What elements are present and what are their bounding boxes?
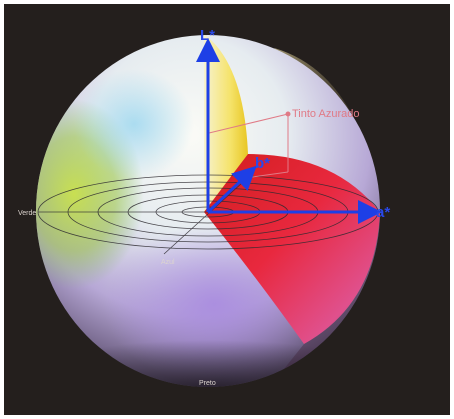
b-star-label: b* bbox=[255, 155, 270, 172]
color-sphere-diagram: L* a* b* Tinto Azurado Verde Azul Preto bbox=[18, 27, 390, 387]
l-star-label: L* bbox=[200, 27, 215, 44]
cielab-color-space-figure: L* a* b* Tinto Azurado Verde Azul Preto bbox=[4, 4, 450, 415]
b-star-axis bbox=[206, 165, 257, 214]
green-label: Verde bbox=[18, 210, 36, 217]
tinted-color-label: Tinto Azurado bbox=[292, 108, 359, 120]
black-label: Preto bbox=[199, 380, 216, 387]
color-sphere bbox=[36, 35, 380, 387]
a-star-label: a* bbox=[376, 204, 390, 221]
lab-axes bbox=[196, 38, 382, 224]
blue-label: Azul bbox=[161, 259, 175, 266]
